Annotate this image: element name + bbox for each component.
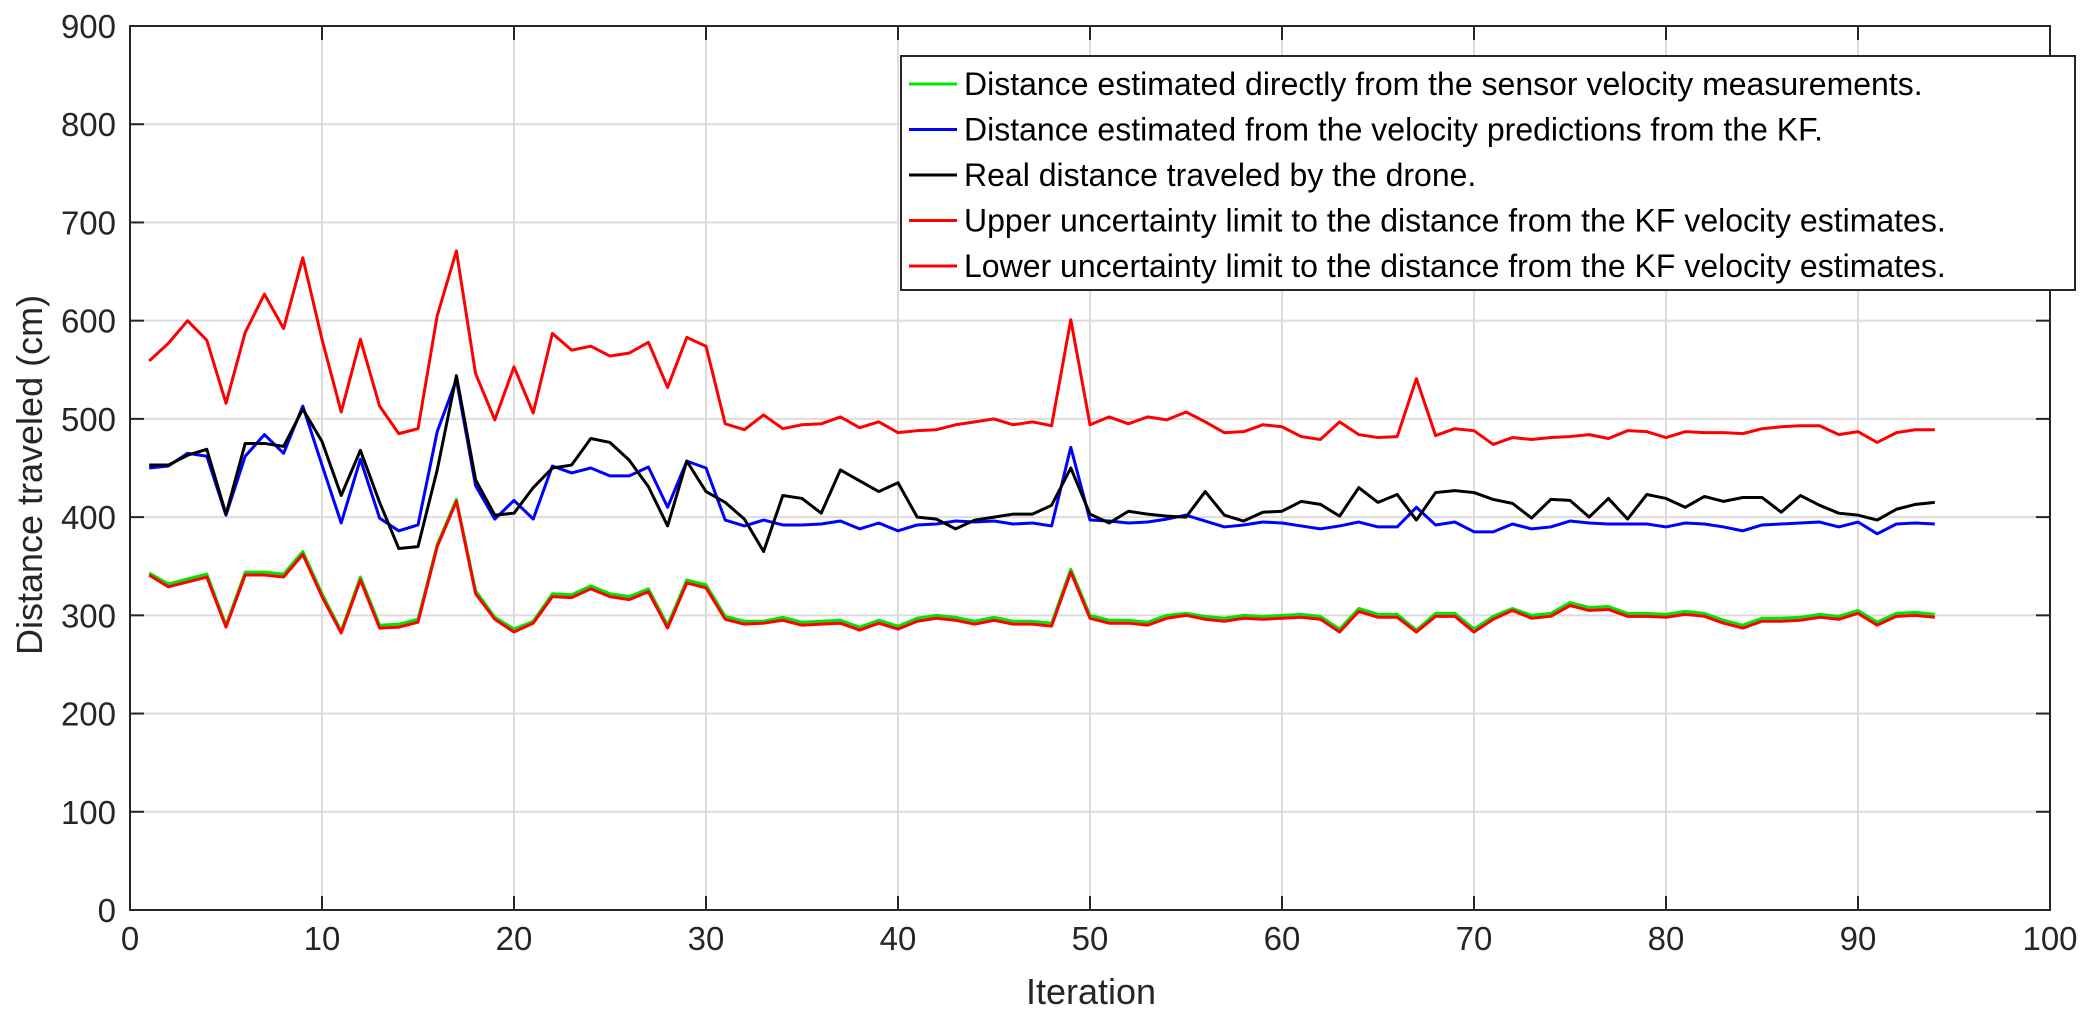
- series-line-4: [148, 249, 1935, 446]
- series-line-3: [149, 374, 1935, 553]
- series-line-5: [148, 499, 1935, 635]
- legend-label-2: Distance estimated from the velocity pre…: [964, 112, 1823, 148]
- x-tick-label: 20: [496, 920, 533, 957]
- y-tick-label: 200: [61, 696, 116, 733]
- axes: [129, 25, 2051, 911]
- y-tick-label: 800: [61, 106, 116, 143]
- legend-label-3: Real distance traveled by the drone.: [964, 157, 1476, 193]
- legend-label-5: Lower uncertainty limit to the distance …: [964, 248, 1946, 284]
- x-tick-label: 60: [1264, 920, 1301, 957]
- y-axis-label: Distance traveled (cm): [9, 295, 50, 655]
- legend-label-4: Upper uncertainty limit to the distance …: [964, 203, 1946, 239]
- tick-labels: 0 10 20 30 40 50 60 70 80 90 100 0 100 200 300 400 500 60…: [61, 8, 2078, 957]
- x-tick-label: 90: [1840, 920, 1877, 957]
- x-tick-label: 0: [121, 920, 139, 957]
- y-tick-label: 500: [61, 401, 116, 438]
- series-lines: [148, 249, 1935, 635]
- series-line-2: [149, 378, 1935, 536]
- y-tick-label: 0: [98, 892, 116, 929]
- y-tick-label: 100: [61, 794, 116, 831]
- y-tick-label: 600: [61, 303, 116, 340]
- x-tick-label: 10: [304, 920, 341, 957]
- x-axis-label: Iteration: [1026, 971, 1156, 1012]
- y-tick-label: 300: [61, 597, 116, 634]
- x-tick-label: 40: [880, 920, 917, 957]
- x-tick-label: 80: [1648, 920, 1685, 957]
- x-tick-label: 50: [1072, 920, 1109, 957]
- y-tick-label: 900: [61, 8, 116, 45]
- legend-box: [900, 55, 2076, 291]
- x-tick-label: 100: [2022, 920, 2077, 957]
- y-tick-label: 700: [61, 204, 116, 241]
- legend: Distance estimated directly from the sen…: [900, 55, 2076, 291]
- legend-label-1: Distance estimated directly from the sen…: [964, 66, 1923, 102]
- x-tick-label: 30: [688, 920, 725, 957]
- y-tick-label: 400: [61, 499, 116, 536]
- x-tick-label: 70: [1456, 920, 1493, 957]
